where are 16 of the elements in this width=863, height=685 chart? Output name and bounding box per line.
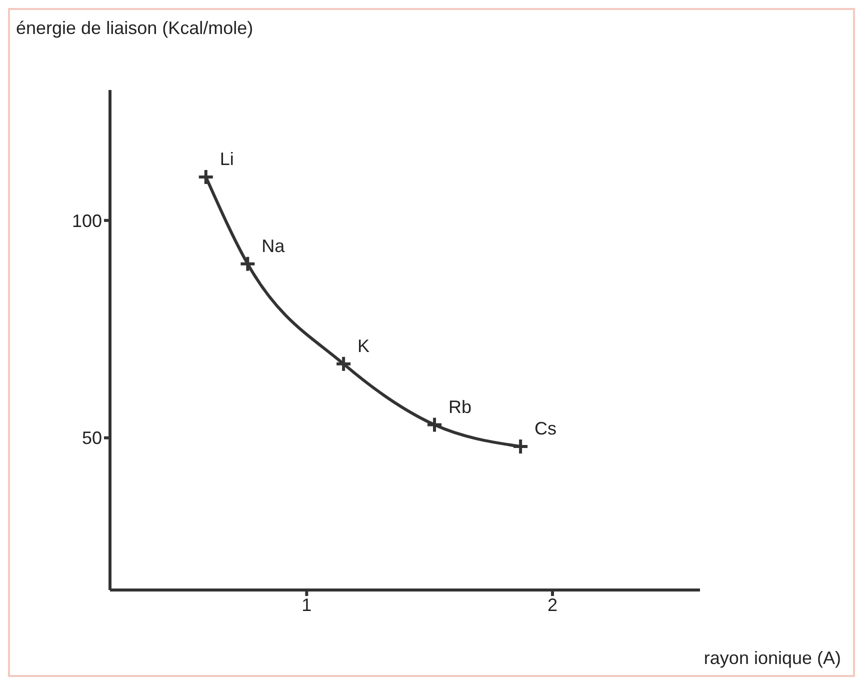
point [512,438,530,456]
point [239,255,256,272]
x-axis-title: rayon ionique (A) [704,648,841,669]
annotation: K [358,336,370,356]
annotation: Cs [534,418,557,439]
point [335,355,352,372]
y-axis-title: énergie de liaison (Kcal/mole) [16,18,254,39]
point [197,168,214,186]
x-tick-label: 1 [302,594,312,615]
annotation: Rb [448,396,472,417]
x-tick-label: 2 [547,594,558,615]
annotation: Li [220,148,234,169]
point [426,416,443,434]
y-tick-label: 100 [72,210,102,231]
annotation: Na [262,236,286,256]
y-tick-label: 50 [82,428,102,448]
